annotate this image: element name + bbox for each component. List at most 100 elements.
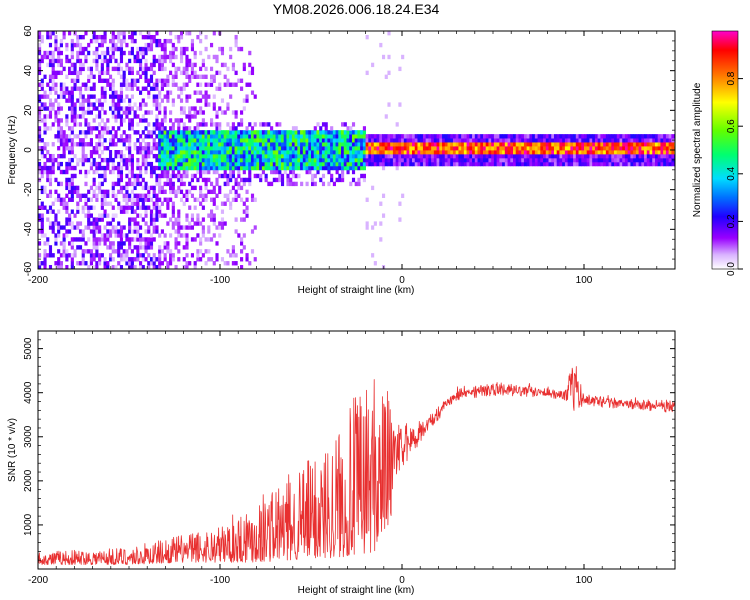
spectrogram-cell [204, 46, 208, 52]
spectrogram-cell [291, 169, 296, 175]
spectrogram-cell [38, 229, 42, 234]
spectrogram-cell [338, 153, 342, 159]
spectrogram-cell [316, 138, 320, 143]
spectrogram-cell [196, 146, 200, 151]
spectrogram-cell [671, 150, 675, 155]
spectrogram-cell [106, 157, 110, 163]
spectrogram-cell [111, 138, 115, 143]
spectrogram-cell [188, 58, 192, 64]
spectrogram-cell [237, 153, 241, 159]
spectrogram-cell [234, 110, 238, 115]
spectrogram-cell [54, 42, 58, 48]
spectrogram-cell [215, 126, 219, 131]
spectrogram-cell [398, 146, 402, 151]
spectrogram-cell [455, 153, 459, 159]
spectrogram-cell [477, 142, 481, 147]
spectrogram-cell [603, 161, 607, 167]
spectrogram-cell [48, 58, 53, 64]
spectrogram-cell [553, 153, 558, 159]
spectrogram-cell [117, 205, 121, 210]
spectrogram-cell [578, 161, 582, 167]
spectrogram-cell [250, 70, 255, 76]
spectrogram-cell [286, 134, 290, 139]
spectrogram-cell [38, 213, 42, 218]
spectrogram-cell [122, 157, 126, 163]
spectrogram-cell [611, 150, 615, 155]
spectrogram-cell [289, 138, 293, 143]
spectrogram-cell [128, 181, 132, 187]
spectrogram-cell [68, 157, 72, 163]
spectrogram-cell [586, 142, 590, 147]
spectrogram-cell [280, 142, 285, 147]
spectrogram-cell [155, 209, 159, 214]
spectrogram-cell [286, 146, 290, 151]
spectrogram-cell [534, 150, 538, 155]
spectrogram-cell [259, 146, 263, 151]
spectrogram-cell [286, 173, 290, 179]
spectrogram-cell [371, 157, 375, 163]
spectrogram-cell [551, 134, 555, 139]
spectrogram-cell [291, 173, 296, 179]
spectrogram-cell [311, 177, 315, 183]
spectrogram-cell [442, 134, 446, 139]
spectrogram-cell [163, 66, 167, 72]
spectrogram-cell [608, 161, 612, 167]
spectrogram-cell [231, 142, 235, 147]
spectrogram-cell [103, 169, 107, 175]
spectrogram-cell [316, 165, 320, 171]
spectrogram-cell [431, 150, 435, 155]
spectrogram-cell [46, 165, 50, 171]
spectrogram-cell [439, 134, 443, 139]
spectrogram-cell [373, 146, 377, 151]
spectrogram-cell [259, 134, 263, 139]
spectrogram-cell [119, 237, 124, 242]
spectrogram-cell [231, 169, 235, 175]
spectrogram-cell [78, 169, 83, 175]
spectrogram-cell [652, 153, 656, 159]
spectrogram-cell [212, 122, 216, 127]
spectrogram-cell [100, 237, 104, 242]
spectrogram-cell [635, 134, 639, 139]
spectrogram-cell [600, 150, 604, 155]
spectrogram-cell [223, 138, 227, 143]
spectrogram-cell [117, 253, 121, 258]
spectrogram-cell [149, 146, 154, 151]
spectrogram-cell [321, 146, 326, 151]
spectrogram-cell [234, 161, 238, 167]
spectrogram-cell [357, 153, 361, 159]
spectrogram-cell [442, 150, 446, 155]
spectrogram-cell [177, 126, 181, 131]
spectrogram-cell [663, 142, 667, 147]
spectrogram-cell [403, 153, 407, 159]
spectrogram-cell [368, 153, 372, 159]
spectrogram-cell [231, 66, 235, 72]
spectrogram-cell [346, 157, 350, 163]
spectrogram-cell [496, 146, 500, 151]
spectrogram-cell [428, 138, 432, 143]
spectrogram-cell [529, 146, 533, 151]
spectrogram-cell [275, 122, 279, 127]
spectrogram-cell [220, 110, 225, 115]
spectrogram-cell [166, 197, 170, 202]
spectrogram-cell [169, 173, 173, 179]
spectrogram-cell [92, 189, 96, 195]
spectrogram-cell [179, 173, 184, 179]
spectrogram-cell [136, 58, 140, 64]
spectrogram-cell [76, 209, 80, 214]
spectrogram-cell [652, 138, 656, 143]
spectrogram-cell [149, 78, 154, 83]
spectrogram-cell [48, 189, 53, 195]
spectrogram-cell [38, 66, 42, 72]
spectrogram-cell [87, 50, 91, 56]
spectrogram-cell [220, 225, 225, 230]
spectrogram-cell [62, 90, 66, 95]
spectrogram-cell [122, 249, 126, 254]
spectrogram-cell [603, 142, 607, 147]
spectrogram-cell [551, 146, 555, 151]
spectrogram-cell [406, 138, 410, 143]
spectrogram-cell [117, 189, 121, 195]
spectrogram-cell [376, 142, 380, 147]
spectrogram-cell [327, 153, 331, 159]
spectrogram-cell [40, 229, 44, 234]
spectrogram-cell [160, 146, 164, 151]
